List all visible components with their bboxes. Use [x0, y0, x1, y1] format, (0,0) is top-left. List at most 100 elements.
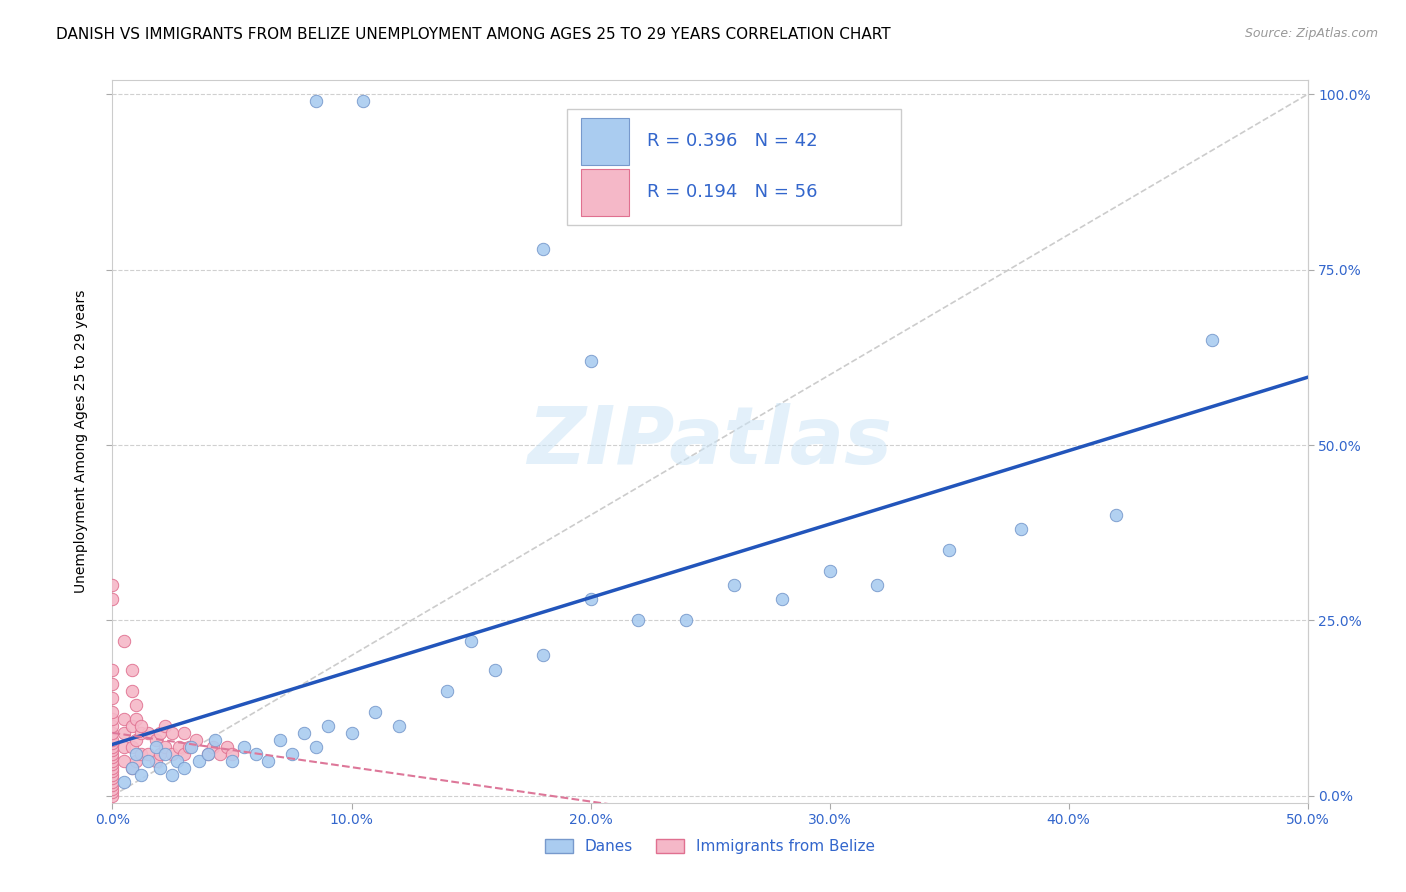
Point	[180, 739, 202, 754]
Point	[114, 774, 135, 789]
Point	[173, 747, 195, 761]
Point	[436, 683, 458, 698]
Point	[153, 718, 176, 732]
Point	[101, 789, 124, 803]
Point	[305, 95, 328, 109]
Point	[866, 578, 889, 592]
Point	[114, 712, 135, 726]
Point	[125, 747, 148, 761]
Point	[121, 739, 143, 754]
Point	[579, 354, 602, 368]
Point	[101, 771, 124, 785]
Point	[187, 754, 209, 768]
Point	[101, 747, 124, 761]
Point	[101, 663, 124, 677]
Point	[114, 725, 135, 739]
Point	[129, 718, 152, 732]
Point	[101, 781, 124, 796]
Point	[166, 754, 188, 768]
Point	[101, 768, 124, 782]
Point	[269, 732, 291, 747]
Point	[292, 725, 315, 739]
Point	[125, 754, 148, 768]
Point	[484, 663, 506, 677]
Text: R = 0.194   N = 56: R = 0.194 N = 56	[647, 183, 817, 201]
Point	[352, 95, 374, 109]
Point	[388, 718, 411, 732]
Point	[197, 747, 219, 761]
Point	[281, 747, 304, 761]
Point	[101, 743, 124, 757]
Point	[149, 761, 172, 775]
Point	[129, 747, 152, 761]
Point	[177, 739, 200, 754]
Point	[101, 764, 124, 779]
Point	[233, 739, 256, 754]
Point	[101, 712, 124, 726]
Point	[125, 732, 148, 747]
Text: ZIPatlas: ZIPatlas	[527, 402, 893, 481]
Point	[125, 698, 148, 712]
Point	[723, 578, 745, 592]
Point	[204, 732, 226, 747]
Point	[1105, 508, 1128, 523]
Point	[121, 663, 143, 677]
Point	[101, 761, 124, 775]
Text: Source: ZipAtlas.com: Source: ZipAtlas.com	[1244, 27, 1378, 40]
Point	[101, 785, 124, 799]
Point	[121, 761, 143, 775]
Point	[340, 725, 363, 739]
Point	[305, 739, 328, 754]
Point	[162, 747, 183, 761]
Point	[101, 705, 124, 719]
Point	[101, 774, 124, 789]
Point	[101, 725, 124, 739]
Point	[145, 739, 167, 754]
Point	[101, 778, 124, 792]
Point	[162, 725, 183, 739]
Point	[138, 725, 160, 739]
Point	[257, 754, 280, 768]
Point	[209, 747, 232, 761]
Point	[145, 732, 167, 747]
Point	[201, 739, 224, 754]
Point	[197, 747, 219, 761]
Point	[145, 754, 167, 768]
FancyBboxPatch shape	[567, 109, 901, 225]
Point	[101, 754, 124, 768]
Text: DANISH VS IMMIGRANTS FROM BELIZE UNEMPLOYMENT AMONG AGES 25 TO 29 YEARS CORRELAT: DANISH VS IMMIGRANTS FROM BELIZE UNEMPLO…	[56, 27, 891, 42]
Point	[173, 725, 195, 739]
Point	[114, 754, 135, 768]
Point	[129, 725, 152, 739]
Point	[531, 242, 554, 256]
Point	[101, 736, 124, 750]
Y-axis label: Unemployment Among Ages 25 to 29 years: Unemployment Among Ages 25 to 29 years	[75, 290, 89, 593]
Bar	[581, 118, 628, 165]
Legend: Danes, Immigrants from Belize: Danes, Immigrants from Belize	[538, 833, 882, 860]
Text: R = 0.396   N = 42: R = 0.396 N = 42	[647, 132, 817, 150]
Point	[153, 747, 176, 761]
Point	[770, 592, 793, 607]
Point	[938, 543, 960, 558]
Point	[101, 750, 124, 764]
Point	[1010, 522, 1032, 536]
Point	[627, 614, 650, 628]
Point	[138, 754, 160, 768]
Point	[460, 634, 482, 648]
Point	[675, 614, 697, 628]
Point	[121, 718, 143, 732]
Point	[101, 718, 124, 732]
Point	[138, 747, 160, 761]
Point	[186, 732, 208, 747]
Point	[531, 648, 554, 663]
Bar	[581, 169, 628, 216]
Point	[101, 732, 124, 747]
Point	[173, 761, 195, 775]
Point	[364, 705, 387, 719]
Point	[153, 739, 176, 754]
Point	[1201, 333, 1223, 347]
Point	[101, 676, 124, 690]
Point	[125, 712, 148, 726]
Point	[245, 747, 267, 761]
Point	[114, 739, 135, 754]
